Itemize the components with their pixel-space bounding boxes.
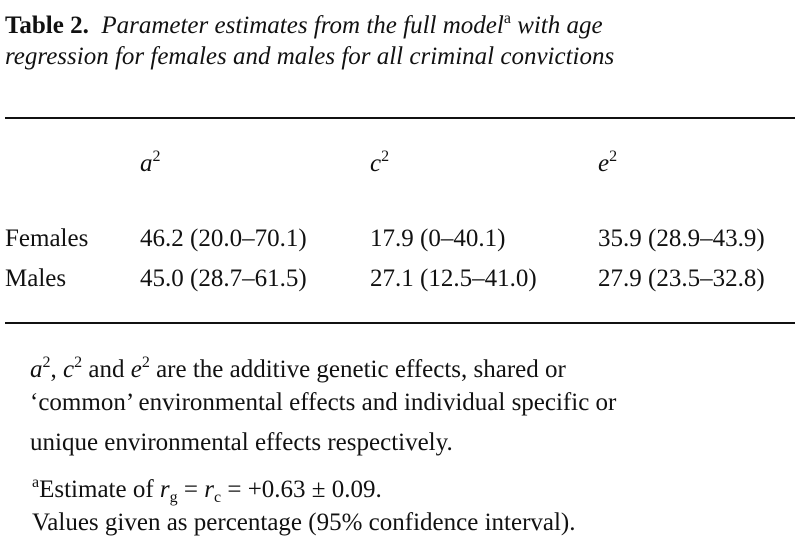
row-label: Males [5, 265, 67, 292]
text-run: a [32, 474, 40, 491]
row-label: Females [5, 225, 89, 252]
text-run: c [214, 489, 222, 506]
footnote-line: Values given as percentage (95% confiden… [32, 508, 576, 538]
text-run: Table 2. [5, 12, 89, 39]
cell: 46.2 (20.0–70.1) [140, 225, 307, 252]
text-run: 2 [609, 148, 618, 165]
text-run: a [140, 150, 153, 177]
bottom-rule [5, 322, 795, 324]
title-line: regression for females and males for all… [5, 42, 614, 72]
column-header: a2 [140, 142, 161, 179]
cell: 27.9 (23.5–32.8) [598, 265, 765, 292]
cell: 17.9 (0–40.1) [370, 225, 506, 252]
column-header: c2 [370, 142, 389, 179]
footnote-line: a2, c2 and e2 are the additive genetic e… [30, 348, 566, 385]
cell: 27.1 (12.5–41.0) [370, 265, 537, 292]
text-run: r [204, 476, 214, 503]
text-run: Parameter estimates from the full model [88, 12, 504, 39]
text-run: , [50, 356, 63, 383]
footnote-line: aEstimate of rg = rc = +0.63 ± 0.09. [32, 468, 382, 513]
column-header: e2 [598, 142, 617, 179]
text-run: g [169, 489, 178, 506]
text-run: regression for females and males for all… [5, 43, 615, 70]
text-run: with age [510, 12, 603, 39]
text-run: c [63, 356, 75, 383]
text-run: are the additive genetic effects, shared… [149, 356, 566, 383]
text-run: r [159, 476, 170, 503]
text-run: 2 [152, 148, 161, 165]
text-run: unique environmental effects respectivel… [30, 429, 453, 456]
text-run: = +0.63 ± 0.09. [221, 476, 382, 503]
title-line: Table 2. Parameter estimates from the fu… [5, 4, 603, 41]
text-run: ‘common’ environmental effects and indiv… [30, 389, 617, 416]
text-run: and [82, 356, 131, 383]
text-run: Values given as percentage (95% confiden… [32, 509, 576, 536]
text-run: e [130, 356, 142, 383]
text-run: 2 [141, 354, 150, 371]
cell: 45.0 (28.7–61.5) [140, 265, 307, 292]
text-run: 2 [381, 148, 390, 165]
text-run: c [370, 150, 382, 177]
top-rule [5, 117, 795, 119]
text-run: Estimate of [39, 476, 160, 503]
text-run: 2 [74, 354, 83, 371]
cell: 35.9 (28.9–43.9) [598, 225, 765, 252]
text-run: e [598, 150, 610, 177]
text-run: 2 [42, 354, 51, 371]
footnote-line: ‘common’ environmental effects and indiv… [30, 388, 616, 418]
text-run: = [177, 476, 205, 503]
text-run: a [503, 10, 511, 27]
text-run: a [30, 356, 43, 383]
footnote-line: unique environmental effects respectivel… [30, 428, 453, 458]
